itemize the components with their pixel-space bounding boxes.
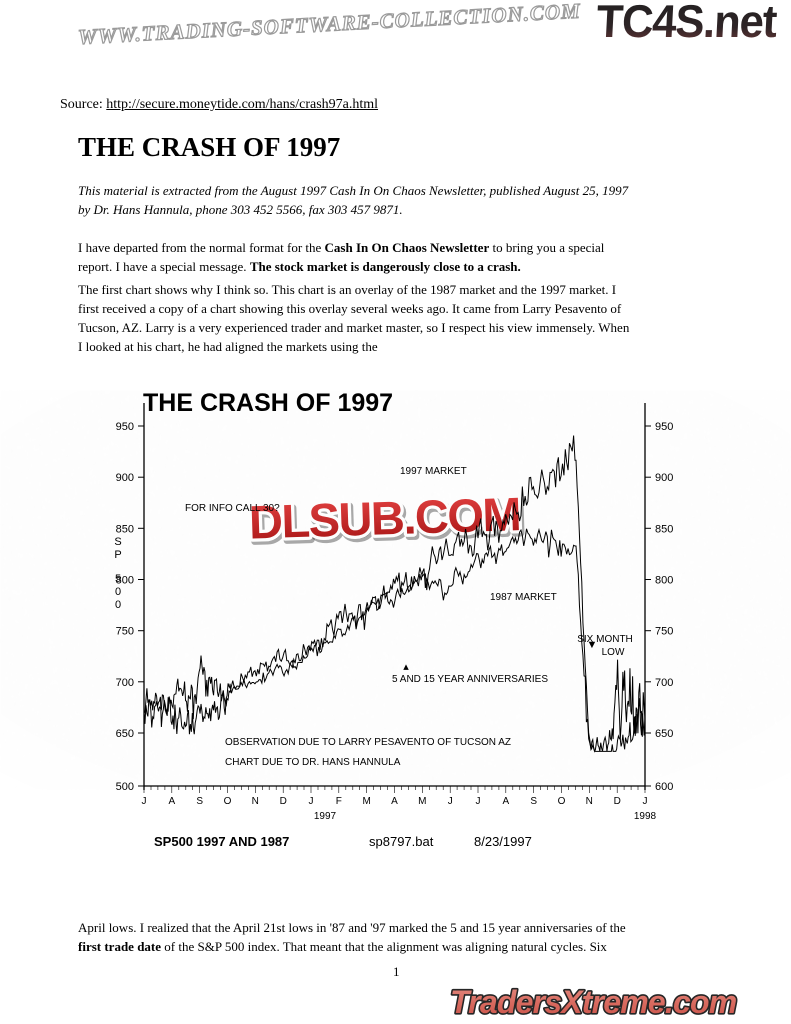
svg-text:8/23/1997: 8/23/1997	[474, 834, 532, 849]
svg-text:5 AND 15 YEAR ANNIVERSARIES: 5 AND 15 YEAR ANNIVERSARIES	[392, 674, 548, 685]
svg-text:D: D	[280, 796, 287, 807]
svg-text:F: F	[336, 796, 342, 807]
svg-text:N: N	[252, 796, 259, 807]
svg-text:800: 800	[655, 575, 673, 587]
svg-text:850: 850	[655, 523, 673, 535]
svg-text:A: A	[168, 796, 175, 807]
svg-text:750: 750	[116, 626, 134, 638]
svg-text:SIX MONTH: SIX MONTH	[577, 634, 633, 645]
svg-text:TC4S.net: TC4S.net	[597, 0, 779, 46]
svg-text:0: 0	[115, 586, 121, 598]
svg-text:CHART DUE TO DR. HANS HANNULA: CHART DUE TO DR. HANS HANNULA	[225, 757, 401, 768]
svg-text:0: 0	[115, 599, 121, 611]
svg-text:S: S	[530, 796, 537, 807]
svg-text:950: 950	[655, 421, 673, 433]
svg-text:500: 500	[116, 781, 134, 793]
svg-text:5: 5	[115, 573, 121, 585]
svg-text:1997 MARKET: 1997 MARKET	[400, 466, 467, 477]
svg-text:600: 600	[655, 781, 673, 793]
svg-text:N: N	[586, 796, 593, 807]
svg-text:D: D	[614, 796, 621, 807]
svg-text:S: S	[196, 796, 203, 807]
svg-text:sp8797.bat: sp8797.bat	[369, 834, 434, 849]
svg-text:WWW.TRADING-SOFTWARE-COLLECTIO: WWW.TRADING-SOFTWARE-COLLECTION.COM	[77, 0, 581, 49]
svg-text:700: 700	[116, 677, 134, 689]
svg-text:THE CRASH OF 1997: THE CRASH OF 1997	[143, 390, 393, 417]
svg-text:900: 900	[116, 472, 134, 484]
svg-text:▼: ▼	[587, 639, 598, 651]
svg-text:J: J	[476, 796, 481, 807]
svg-text:TradersXtreme.com: TradersXtreme.com	[450, 984, 737, 1020]
svg-text:J: J	[309, 796, 314, 807]
svg-text:A: A	[391, 796, 398, 807]
svg-text:900: 900	[655, 472, 673, 484]
svg-text:M: M	[418, 796, 426, 807]
svg-text:P: P	[114, 549, 121, 561]
svg-text:LOW: LOW	[602, 647, 625, 658]
svg-text:J: J	[448, 796, 453, 807]
svg-text:1997: 1997	[314, 811, 337, 822]
svg-text:O: O	[224, 796, 232, 807]
svg-text:750: 750	[655, 626, 673, 638]
svg-text:SP500 1997 AND 1987: SP500 1997 AND 1987	[154, 834, 289, 849]
svg-text:▴: ▴	[403, 661, 409, 673]
svg-text:O: O	[558, 796, 566, 807]
svg-text:J: J	[142, 796, 147, 807]
svg-text:950: 950	[116, 421, 134, 433]
svg-text:S: S	[114, 536, 121, 548]
svg-text:650: 650	[116, 728, 134, 740]
svg-text:J: J	[643, 796, 648, 807]
svg-text:M: M	[363, 796, 371, 807]
svg-text:FOR INFO CALL 30?: FOR INFO CALL 30?	[185, 503, 280, 514]
svg-text:1998: 1998	[634, 811, 657, 822]
svg-text:A: A	[502, 796, 509, 807]
svg-text:850: 850	[116, 523, 134, 535]
svg-text:700: 700	[655, 677, 673, 689]
svg-text:650: 650	[655, 728, 673, 740]
svg-text:1987 MARKET: 1987 MARKET	[490, 592, 557, 603]
svg-text:OBSERVATION DUE TO LARRY PESAV: OBSERVATION DUE TO LARRY PESAVENTO OF TU…	[225, 737, 511, 748]
